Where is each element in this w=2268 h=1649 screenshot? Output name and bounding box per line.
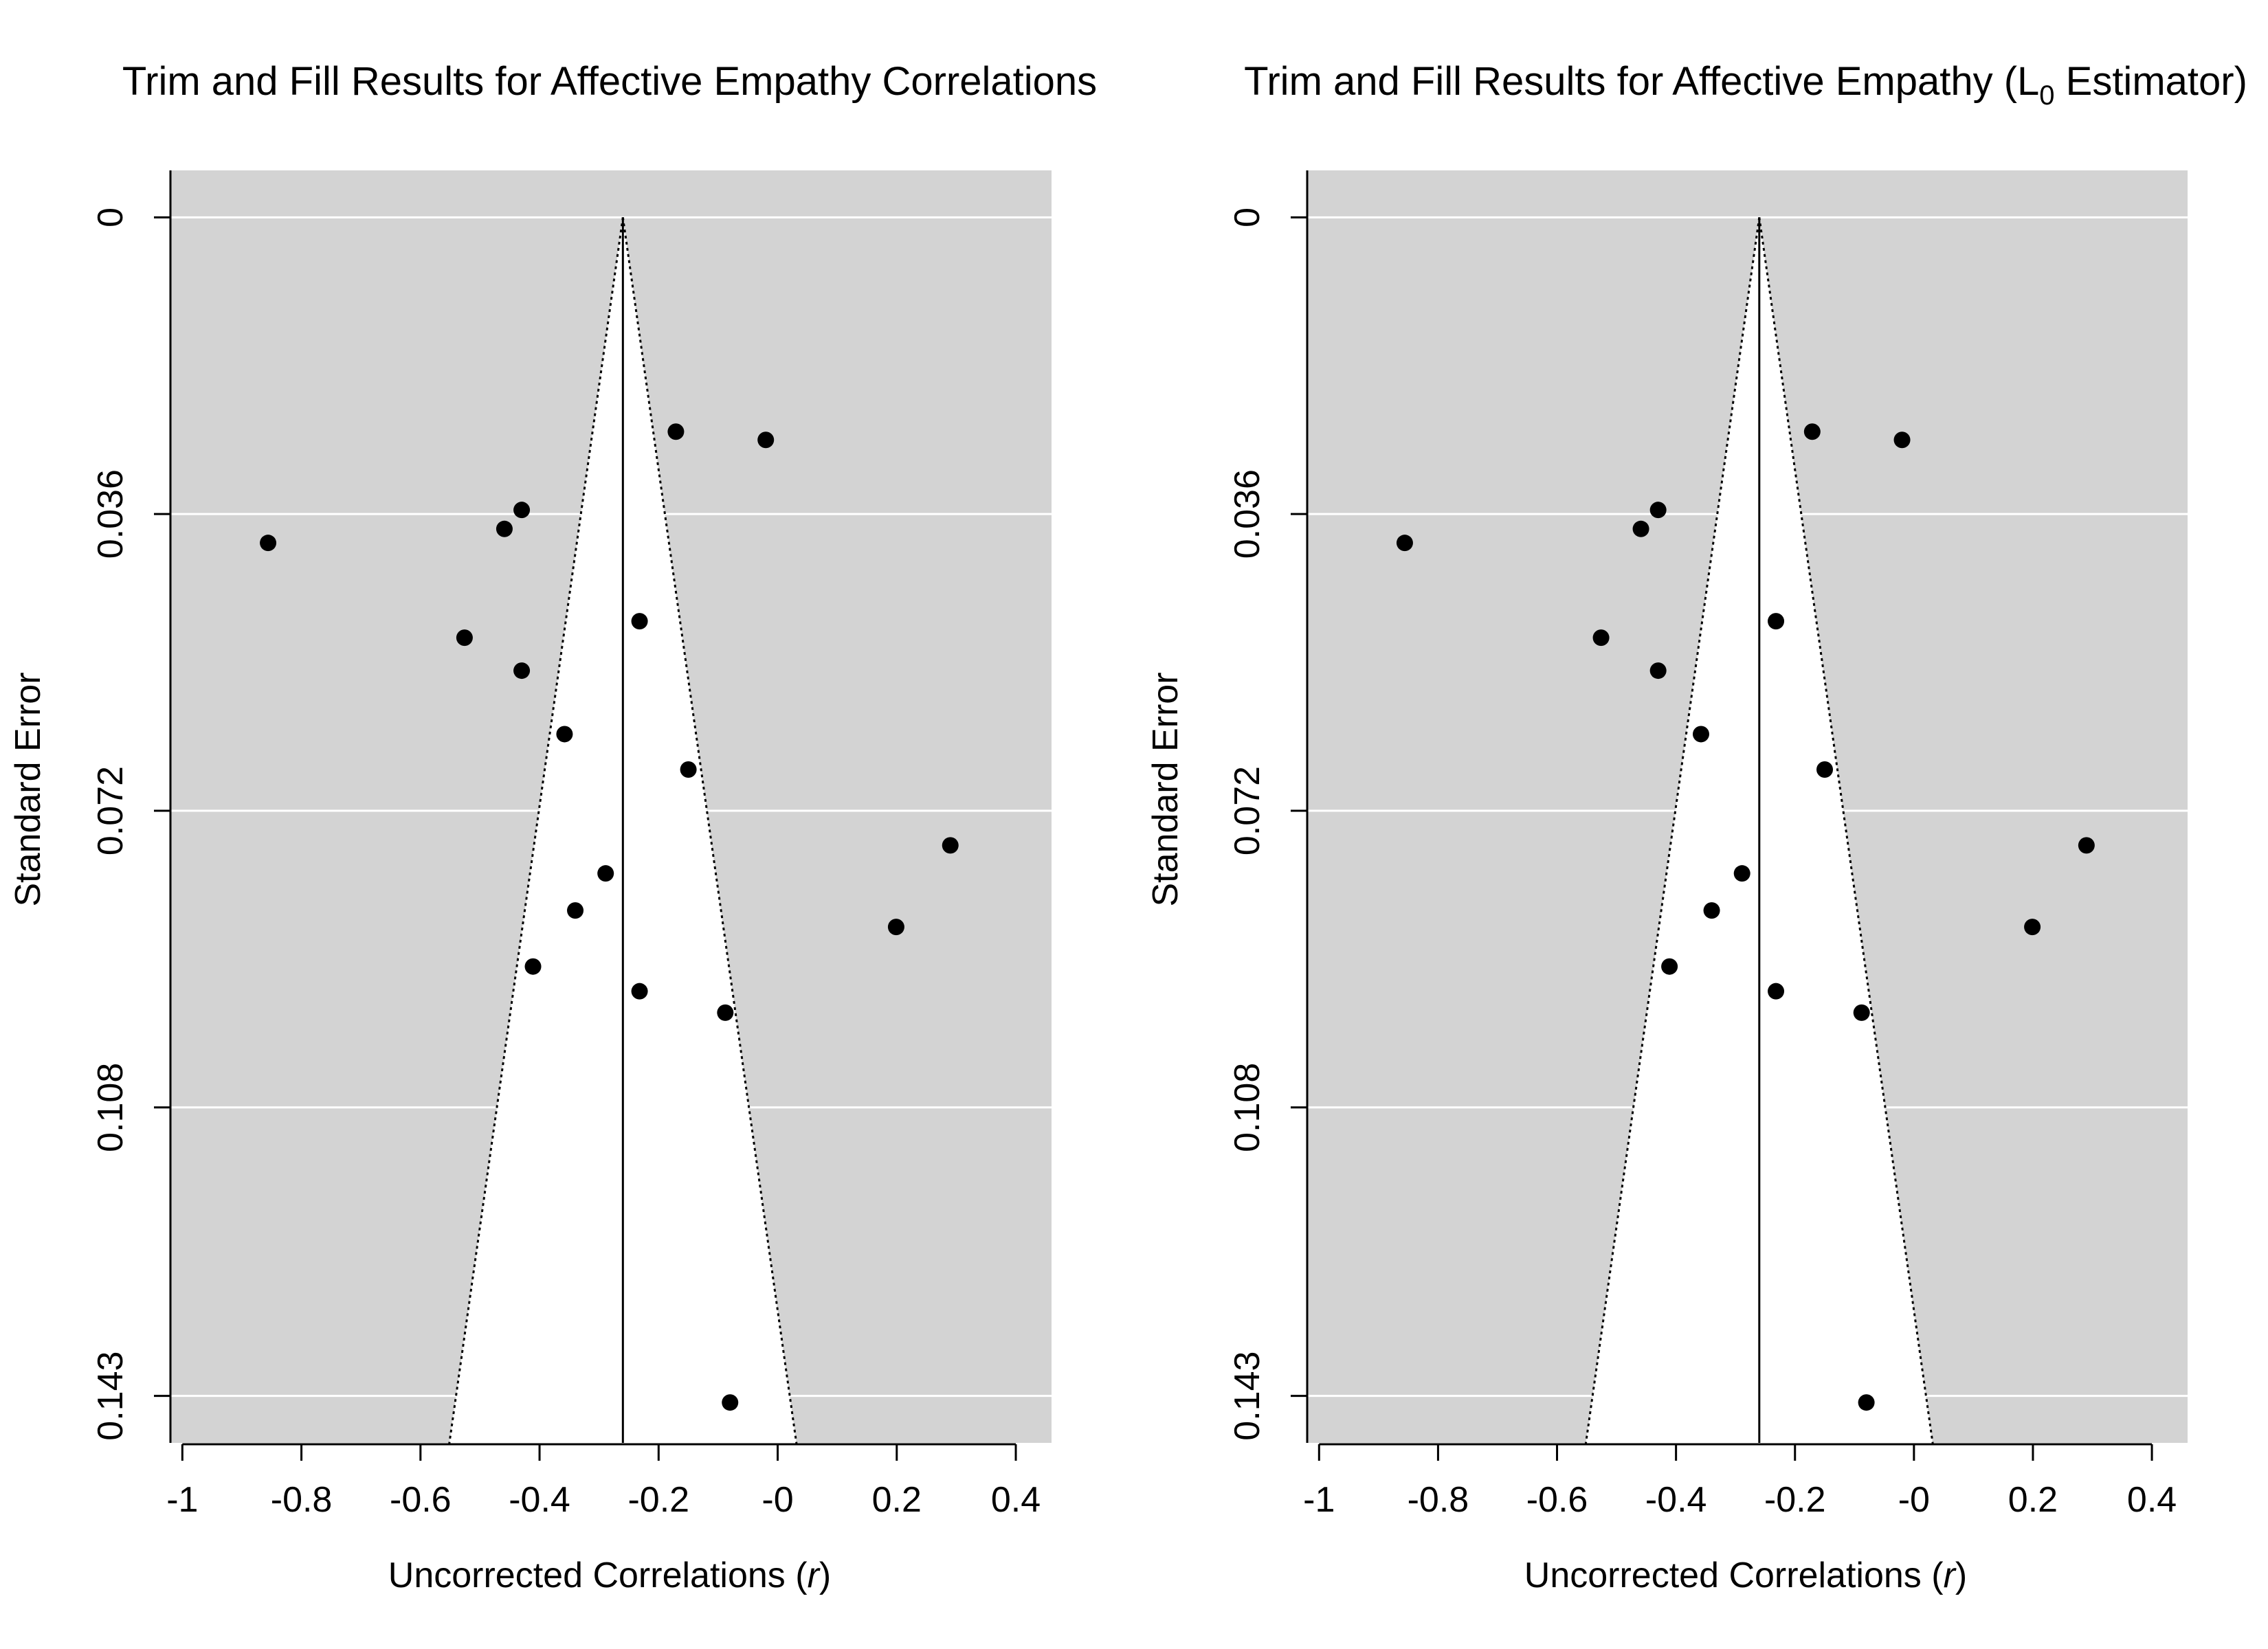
data-point [631, 613, 648, 630]
x-tick-label: -0 [761, 1480, 793, 1520]
chart-title: Trim and Fill Results for Affective Empa… [1244, 59, 2247, 111]
title-subscript: 0 [2039, 80, 2054, 111]
x-tick-label: -0.2 [1764, 1480, 1826, 1520]
data-point [1893, 431, 1911, 449]
x-tick-label: 0.2 [2008, 1480, 2058, 1520]
y-tick-label: 0.036 [1227, 469, 1267, 559]
x-axis-label-segment: ) [819, 1556, 831, 1595]
funnel-left-edge [1584, 217, 1761, 1446]
data-point [456, 629, 473, 647]
y-tick-label: 0.036 [91, 469, 131, 559]
x-axis-label: Uncorrected Correlations (r) [1524, 1556, 1967, 1595]
chart-title: Trim and Fill Results for Affective Empa… [122, 59, 1097, 104]
data-point [887, 919, 904, 936]
title-segment: Trim and Fill Results for Affective Empa… [1244, 59, 2039, 104]
x-tick-label: -1 [166, 1480, 198, 1520]
x-tick-label: -0.8 [1408, 1480, 1469, 1520]
x-tick-label: -1 [1303, 1480, 1335, 1520]
data-point [942, 837, 959, 854]
data-point [1703, 902, 1720, 919]
y-axis-label: Standard Error [1146, 672, 1186, 906]
data-point [496, 520, 513, 537]
data-point [1858, 1394, 1875, 1411]
x-tick-label: 0.4 [991, 1480, 1041, 1520]
y-tick-label: 0 [91, 207, 131, 227]
data-point [260, 535, 277, 552]
data-point [597, 865, 614, 882]
x-tick-label: 0.2 [872, 1480, 922, 1520]
funnel-plot-2: -1 -0.8 -0.6 -0.4 -0.2 -0 0.2 0.4 0 0.036 0.072 0.1… [1146, 59, 2247, 1595]
funnel-right-edge [621, 217, 798, 1446]
x-axis-label-variable: r [1944, 1556, 1957, 1595]
data-point [513, 502, 531, 519]
y-tick-label: 0.108 [1227, 1063, 1267, 1152]
x-tick-label: 0.4 [2127, 1480, 2177, 1520]
x-tick-label: -0.4 [509, 1480, 570, 1520]
data-point [1592, 629, 1610, 647]
x-tick-label: -0.2 [627, 1480, 689, 1520]
data-point [1661, 958, 1678, 975]
y-tick-label: 0 [1227, 207, 1267, 227]
data-point [717, 1004, 734, 1021]
x-tick-label: -0 [1898, 1480, 1930, 1520]
data-point [1396, 535, 1413, 552]
data-point [513, 662, 531, 680]
x-axis-label-segment: Uncorrected Correlations ( [388, 1556, 808, 1595]
data-point [567, 902, 584, 919]
funnel-right-edge [1758, 217, 1935, 1446]
data-point [1733, 865, 1750, 882]
x-axis-label-segment: ) [1955, 1556, 1967, 1595]
x-tick-label: -0.8 [271, 1480, 333, 1520]
data-point [2024, 919, 2041, 936]
data-point [1768, 613, 1785, 630]
x-tick-label: -0.4 [1645, 1480, 1707, 1520]
data-point [1803, 423, 1821, 440]
data-point [524, 958, 542, 975]
y-tick-label: 0.108 [91, 1063, 131, 1152]
y-tick-label: 0.072 [1227, 766, 1267, 855]
data-point [1853, 1004, 1870, 1021]
y-tick-label: 0.072 [91, 766, 131, 855]
x-axis-label: Uncorrected Correlations (r) [388, 1556, 831, 1595]
title-segment: Estimator) [2055, 59, 2247, 104]
funnel-plot-1: -1 -0.8 -0.6 -0.4 -0.2 -0 0.2 0.4 0 0.036 0.072 0.1… [8, 59, 1097, 1595]
data-point [1692, 726, 1709, 743]
data-point [667, 423, 685, 440]
y-tick-label: 0.143 [1227, 1351, 1267, 1441]
x-tick-label: -0.6 [390, 1480, 452, 1520]
y-tick-label: 0.143 [91, 1351, 131, 1441]
data-point [1632, 520, 1649, 537]
x-tick-label: -0.6 [1526, 1480, 1588, 1520]
x-axis-label-variable: r [808, 1556, 821, 1595]
data-point [1649, 502, 1667, 519]
x-axis-label-segment: Uncorrected Correlations ( [1524, 1556, 1944, 1595]
data-point [2078, 837, 2095, 854]
data-point [680, 761, 697, 778]
data-point [757, 431, 775, 449]
data-point [1768, 983, 1785, 1000]
data-point [556, 726, 573, 743]
data-point [1649, 662, 1667, 680]
y-axis-label: Standard Error [8, 672, 48, 906]
data-point [1816, 761, 1834, 778]
data-point [631, 983, 648, 1000]
data-point [722, 1394, 739, 1411]
funnel-left-edge [447, 217, 624, 1446]
